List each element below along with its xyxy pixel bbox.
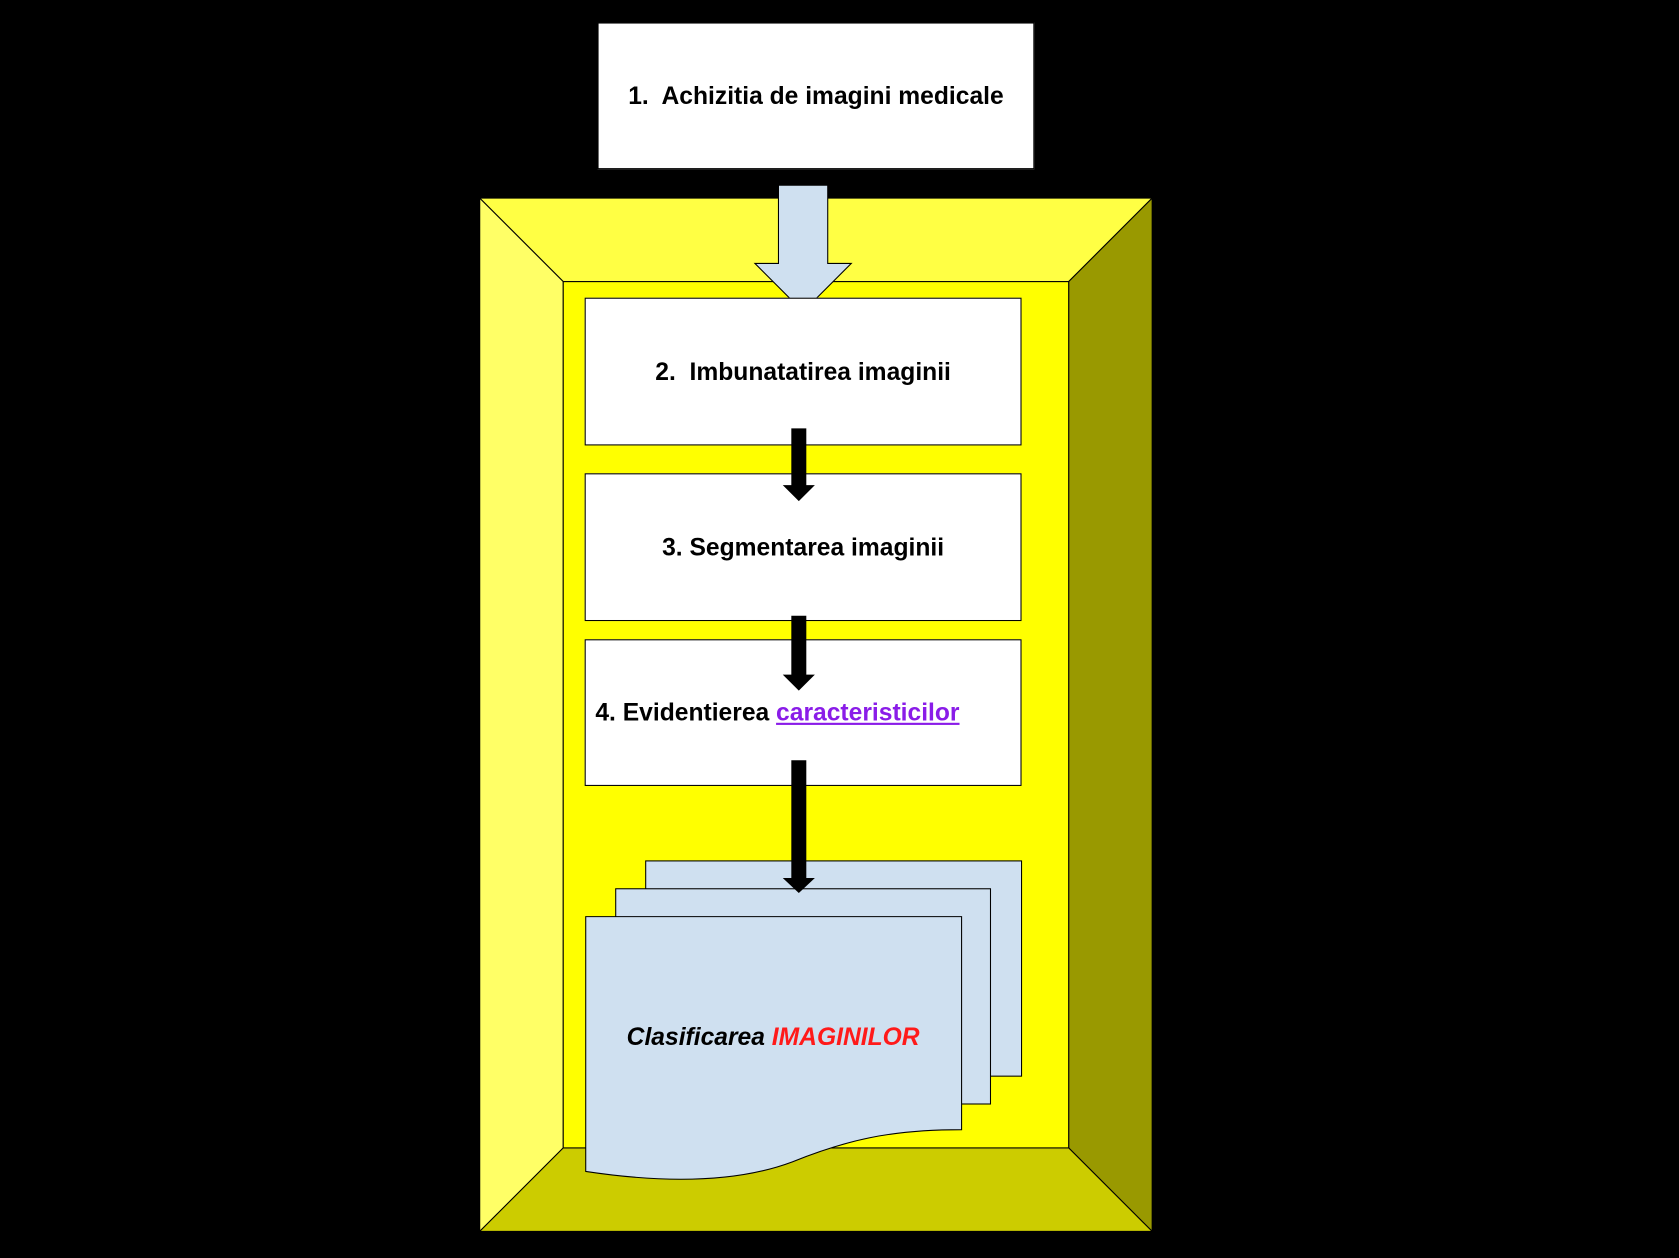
arrow-2-to-3 [783,428,815,501]
step-5-prefix: Clasificarea [627,1023,772,1051]
step-5-highlight: IMAGINILOR [772,1023,920,1051]
step-5-label: Clasificarea IMAGINILOR [585,1023,962,1052]
arrow-3-to-4 [783,616,815,691]
arrow-4-to-5 [783,760,815,893]
